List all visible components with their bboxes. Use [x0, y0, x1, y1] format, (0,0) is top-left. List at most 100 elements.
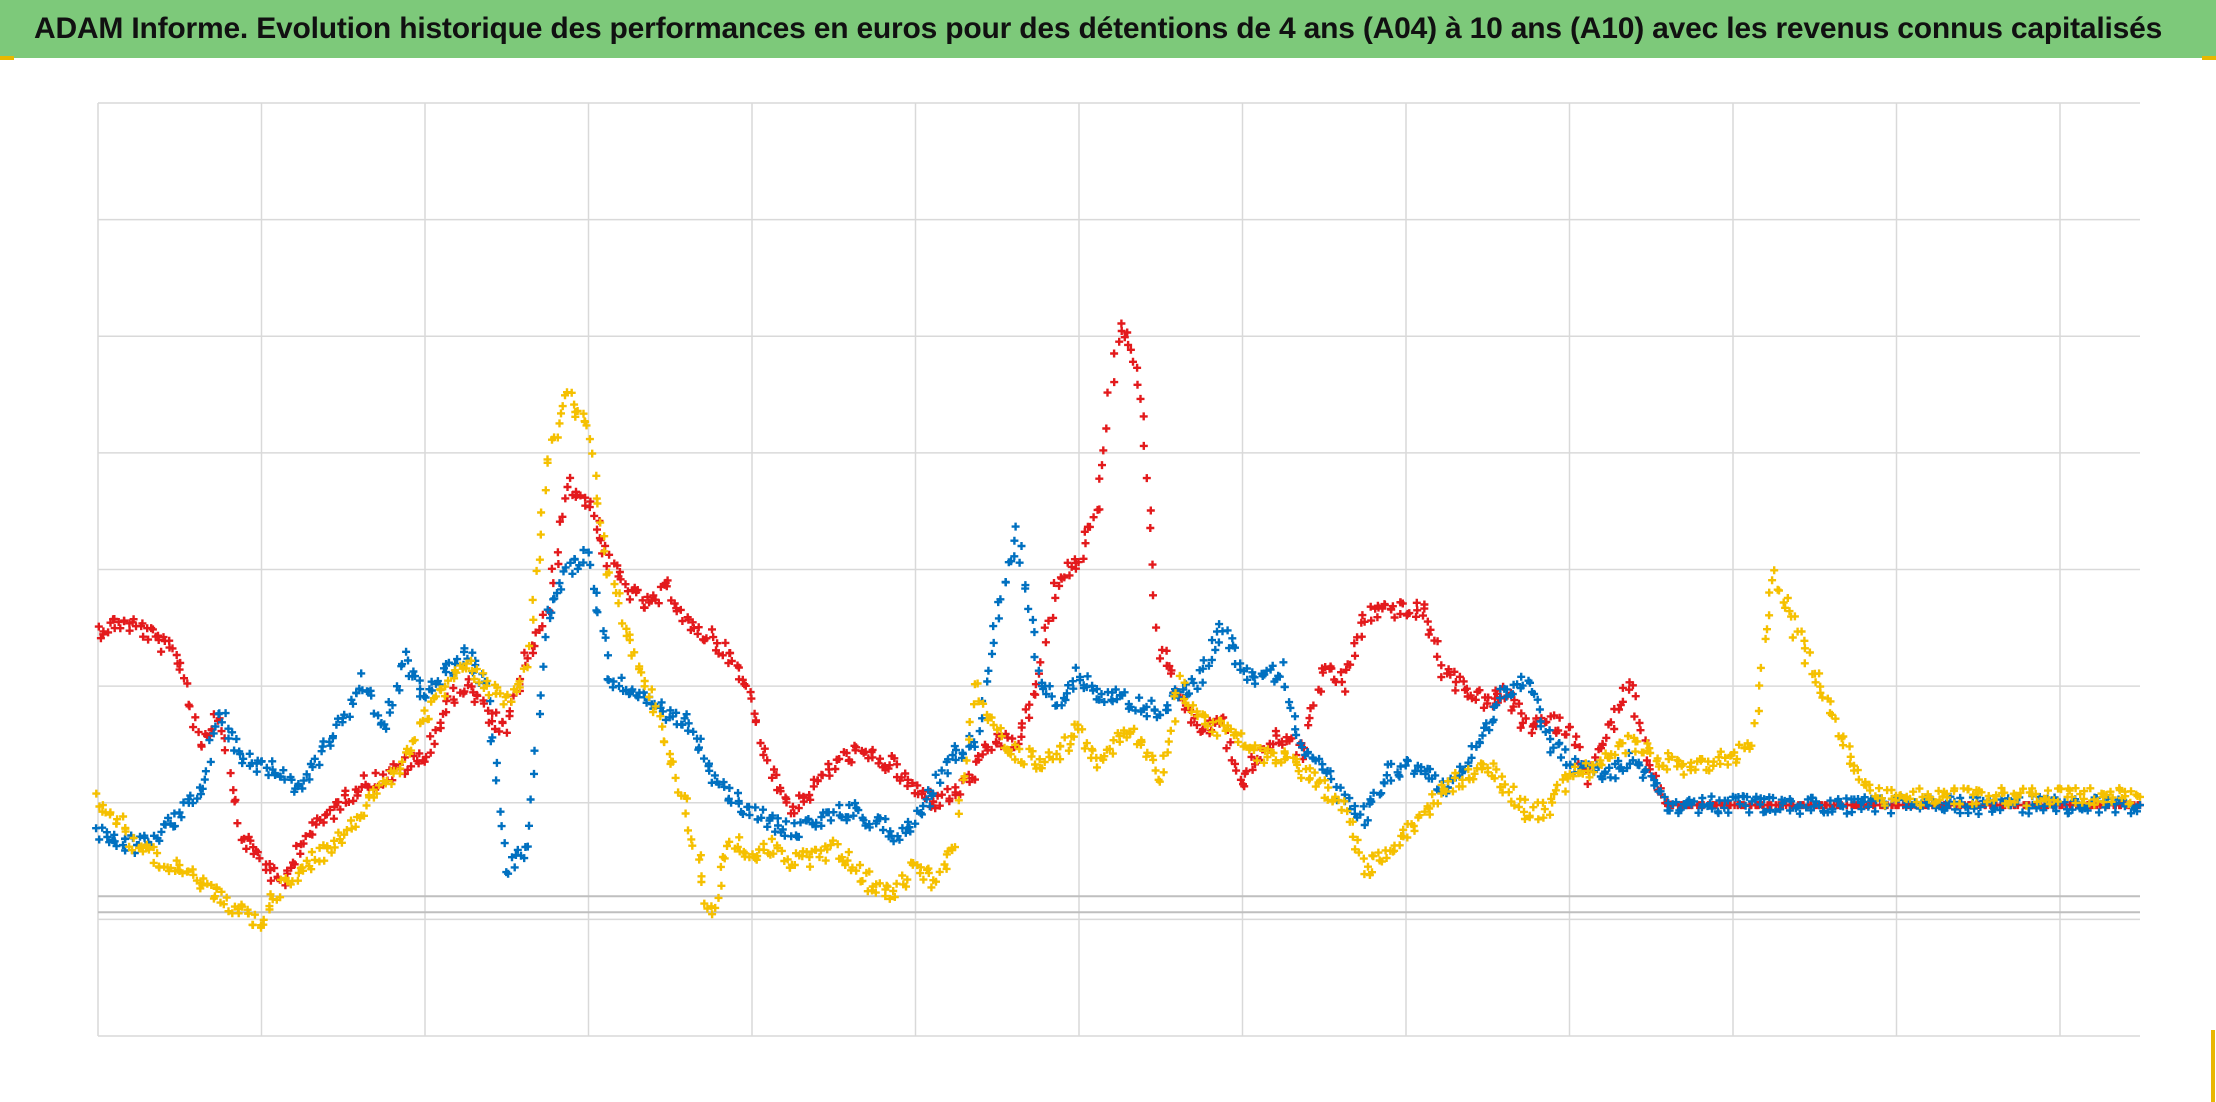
data-point	[205, 736, 214, 745]
data-point	[721, 638, 730, 647]
data-point	[668, 757, 677, 766]
data-point	[892, 879, 901, 888]
data-point	[988, 649, 996, 658]
data-point	[393, 682, 401, 691]
data-point	[989, 622, 998, 631]
data-point	[233, 819, 242, 828]
data-point	[221, 709, 230, 718]
data-point	[794, 832, 803, 841]
data-point	[1268, 661, 1277, 670]
data-point	[1950, 784, 1959, 793]
data-point	[280, 775, 289, 784]
data-point	[222, 893, 231, 902]
data-point	[265, 905, 274, 914]
data-point	[1419, 611, 1427, 620]
data-point	[756, 739, 765, 747]
data-point	[1100, 698, 1109, 706]
data-point	[323, 842, 332, 851]
data-point	[414, 759, 423, 768]
data-point	[1747, 741, 1756, 750]
data-point	[1656, 787, 1665, 796]
data-point	[1563, 774, 1572, 783]
data-point	[1597, 761, 1606, 769]
data-point	[688, 841, 697, 850]
data-point	[293, 876, 302, 885]
data-point	[308, 763, 317, 771]
data-point	[1585, 773, 1594, 782]
data-point	[843, 856, 852, 865]
data-point	[1779, 598, 1788, 607]
data-point	[682, 794, 691, 803]
data-point	[388, 701, 397, 710]
data-point	[1611, 774, 1620, 783]
data-point	[301, 832, 310, 841]
data-point	[714, 893, 723, 902]
data-point	[1641, 765, 1650, 774]
data-point	[431, 726, 440, 735]
data-point	[1518, 681, 1527, 690]
data-point	[1896, 791, 1905, 800]
data-point	[1251, 679, 1259, 688]
data-point	[1285, 698, 1294, 707]
data-point	[1763, 625, 1771, 634]
data-point	[270, 864, 279, 873]
data-point	[916, 863, 925, 872]
data-point	[1802, 803, 1811, 812]
data-point	[1056, 755, 1065, 764]
data-point	[1723, 796, 1732, 805]
data-point	[842, 816, 851, 825]
data-point	[2085, 799, 2094, 808]
data-point	[537, 508, 546, 517]
data-point	[416, 685, 425, 694]
data-point	[1571, 755, 1580, 764]
data-point	[199, 874, 208, 883]
data-point	[1163, 706, 1172, 714]
data-point	[1149, 591, 1157, 600]
data-point	[2040, 802, 2049, 811]
data-point	[892, 760, 901, 769]
data-point	[924, 786, 933, 795]
data-point	[536, 530, 545, 539]
data-point	[1105, 744, 1114, 753]
data-point	[484, 691, 493, 700]
data-point	[1231, 759, 1239, 768]
data-point	[336, 805, 345, 814]
data-point	[307, 848, 316, 856]
data-point	[1403, 833, 1412, 842]
data-point	[1516, 723, 1525, 732]
data-point	[493, 683, 502, 692]
data-point	[1842, 809, 1851, 818]
data-point	[2136, 792, 2144, 801]
data-point	[1064, 681, 1073, 690]
data-point	[1970, 804, 1979, 813]
data-point	[1426, 625, 1435, 634]
data-point	[555, 579, 564, 588]
data-point	[1846, 752, 1855, 761]
data-point	[467, 682, 476, 691]
data-point	[1536, 722, 1545, 731]
data-point	[979, 699, 988, 708]
data-point	[547, 608, 556, 617]
data-point	[996, 595, 1005, 604]
data-point	[1687, 758, 1696, 767]
data-point	[973, 679, 982, 688]
data-point	[1618, 683, 1627, 692]
data-point	[1815, 801, 1824, 810]
data-point	[266, 876, 275, 885]
data-point	[539, 662, 548, 671]
data-point	[1515, 699, 1523, 708]
data-point	[1667, 752, 1676, 761]
data-point	[1100, 752, 1109, 761]
data-point	[978, 750, 987, 759]
data-point	[1078, 725, 1087, 734]
data-point	[1123, 328, 1132, 337]
data-point	[1478, 765, 1486, 774]
data-point	[931, 770, 940, 779]
data-point	[890, 893, 899, 901]
data-point	[262, 763, 271, 772]
data-point	[553, 433, 562, 442]
data-point	[1154, 775, 1163, 784]
data-point	[1581, 759, 1590, 768]
data-point	[2016, 788, 2025, 797]
chart-svg	[92, 102, 2144, 1037]
